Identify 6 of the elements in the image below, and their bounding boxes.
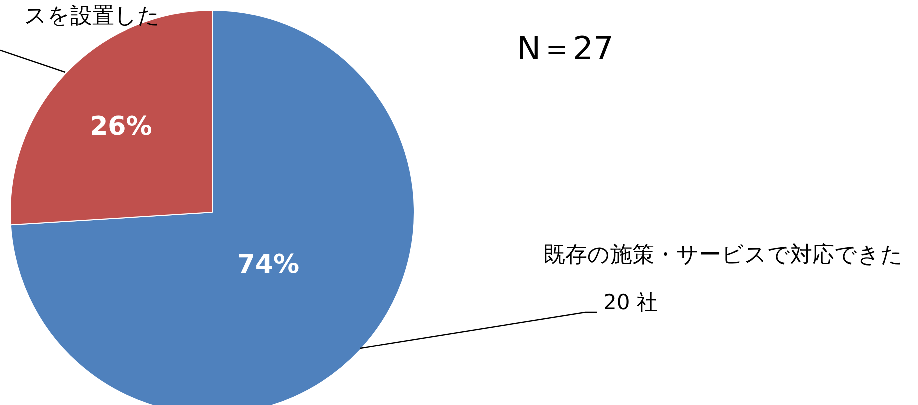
slice-label: 既存の施策・サービスで対応できた (544, 243, 904, 268)
text: N＝27 (517, 30, 614, 68)
data-label: 74% (237, 250, 300, 280)
data-label: 26% (90, 112, 152, 142)
text: 20 社 (604, 290, 658, 314)
slice-label: スを設置した (24, 4, 160, 29)
